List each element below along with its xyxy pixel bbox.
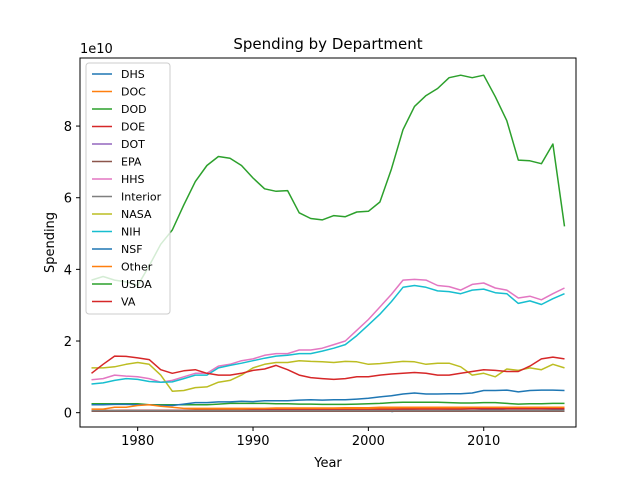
legend: DHS DOC DOD DOE DOT EPA HHS Interior NASA NIH NSF O…: [85, 62, 171, 315]
series-lines: [91, 74, 566, 413]
x-tick-label: 2000: [352, 434, 385, 449]
legend-label: VA: [121, 296, 136, 309]
legend-label: NSF: [121, 243, 143, 256]
legend-label: NASA: [121, 208, 152, 221]
legend-label: DHS: [121, 68, 145, 81]
legend-label: USDA: [121, 278, 152, 291]
legend-label: EPA: [121, 156, 142, 169]
legend-label: DOT: [121, 138, 145, 151]
chart-title: Spending by Department: [233, 35, 422, 53]
legend-label: DOE: [121, 121, 145, 134]
y-axis-label: Spending: [43, 212, 58, 273]
plot-frame: [79, 57, 577, 428]
y-axis-offset-label: 1e10: [80, 42, 113, 57]
series-line-va: [91, 355, 565, 381]
x-tick-label: 1990: [236, 434, 269, 449]
y-tick-label: 8: [64, 120, 72, 135]
legend-label: Interior: [121, 191, 162, 204]
series-line-nsf: [91, 389, 565, 407]
y-tick-label: 2: [64, 335, 72, 350]
legend-label: DOD: [121, 103, 147, 116]
x-axis-label: Year: [313, 456, 342, 471]
series-line-hhs: [91, 278, 565, 383]
legend-label: HHS: [121, 173, 145, 186]
legend-label: Other: [121, 261, 153, 274]
series-line-nih: [91, 284, 565, 385]
y-tick-label: 4: [64, 263, 72, 278]
series-line-other: [91, 404, 565, 410]
x-tick-label: 1980: [121, 434, 154, 449]
x-tick-label: 2010: [467, 434, 500, 449]
series-line-nasa: [91, 359, 565, 392]
legend-label: DOC: [121, 86, 146, 99]
legend-box: [85, 62, 171, 315]
y-tick-label: 6: [64, 192, 72, 207]
y-tick-label: 0: [64, 407, 72, 422]
axis-ticks: 1980 1990 2000 2010 0 2 4 6 8: [64, 120, 501, 449]
legend-label: NIH: [121, 226, 141, 239]
